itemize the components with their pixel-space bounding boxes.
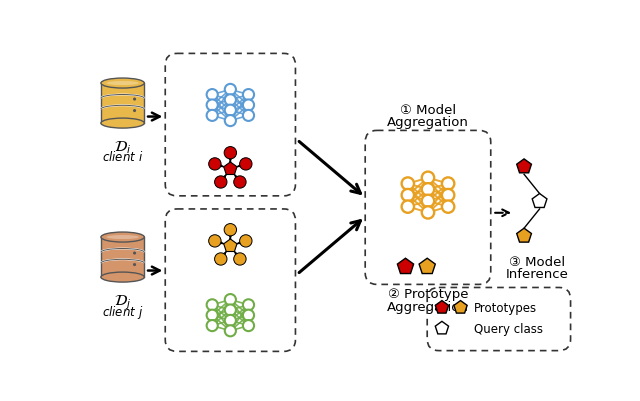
Polygon shape <box>435 301 449 313</box>
Ellipse shape <box>106 82 139 86</box>
Text: ② Prototype: ② Prototype <box>388 288 468 301</box>
Polygon shape <box>516 160 531 173</box>
Circle shape <box>207 300 218 310</box>
Circle shape <box>207 320 218 331</box>
Circle shape <box>225 326 236 336</box>
Text: Aggregation: Aggregation <box>387 300 469 313</box>
Circle shape <box>133 252 136 255</box>
Circle shape <box>239 235 252 247</box>
Ellipse shape <box>101 233 145 243</box>
FancyBboxPatch shape <box>101 237 145 277</box>
Polygon shape <box>397 259 413 274</box>
Text: ① Model: ① Model <box>400 103 456 116</box>
Circle shape <box>422 184 434 196</box>
Circle shape <box>442 189 454 202</box>
Circle shape <box>225 95 236 106</box>
Circle shape <box>207 90 218 101</box>
Circle shape <box>243 300 254 310</box>
Circle shape <box>243 320 254 331</box>
Text: client $j$: client $j$ <box>102 303 143 320</box>
Circle shape <box>224 224 237 236</box>
Circle shape <box>133 98 136 101</box>
Circle shape <box>225 305 236 316</box>
Circle shape <box>225 294 236 306</box>
Circle shape <box>243 100 254 111</box>
Circle shape <box>442 178 454 190</box>
Text: $\mathcal{D}_i$: $\mathcal{D}_i$ <box>114 139 131 156</box>
Ellipse shape <box>101 272 145 282</box>
Ellipse shape <box>101 79 145 89</box>
Circle shape <box>225 116 236 127</box>
Circle shape <box>133 263 136 266</box>
Polygon shape <box>532 194 547 208</box>
Circle shape <box>243 310 254 321</box>
Polygon shape <box>224 239 237 252</box>
Circle shape <box>422 195 434 207</box>
Polygon shape <box>224 162 237 175</box>
Text: ③ Model: ③ Model <box>509 255 565 269</box>
Text: $\mathcal{D}_j$: $\mathcal{D}_j$ <box>114 292 131 311</box>
Circle shape <box>234 176 246 189</box>
Circle shape <box>207 111 218 122</box>
Circle shape <box>224 147 237 160</box>
Ellipse shape <box>106 235 139 239</box>
Text: client $i$: client $i$ <box>102 150 143 164</box>
Circle shape <box>402 189 414 202</box>
Circle shape <box>442 201 454 213</box>
Circle shape <box>402 178 414 190</box>
Text: Inference: Inference <box>506 268 569 281</box>
Circle shape <box>243 90 254 101</box>
Circle shape <box>214 253 227 265</box>
Circle shape <box>225 85 236 96</box>
Circle shape <box>243 111 254 122</box>
Polygon shape <box>516 229 531 243</box>
Circle shape <box>207 310 218 321</box>
Circle shape <box>239 158 252 171</box>
Circle shape <box>209 235 221 247</box>
Polygon shape <box>435 322 449 334</box>
Ellipse shape <box>101 119 145 129</box>
Polygon shape <box>419 259 435 274</box>
Text: Aggregation: Aggregation <box>387 116 469 129</box>
Circle shape <box>133 110 136 113</box>
Circle shape <box>225 105 236 116</box>
Circle shape <box>422 207 434 219</box>
Circle shape <box>402 201 414 213</box>
Circle shape <box>234 253 246 265</box>
Circle shape <box>225 315 236 326</box>
Circle shape <box>207 100 218 111</box>
Text: Query class: Query class <box>474 322 543 335</box>
Polygon shape <box>454 301 467 313</box>
Circle shape <box>422 172 434 184</box>
Text: Prototypes: Prototypes <box>474 301 537 314</box>
FancyBboxPatch shape <box>101 84 145 124</box>
Circle shape <box>214 176 227 189</box>
Circle shape <box>209 158 221 171</box>
